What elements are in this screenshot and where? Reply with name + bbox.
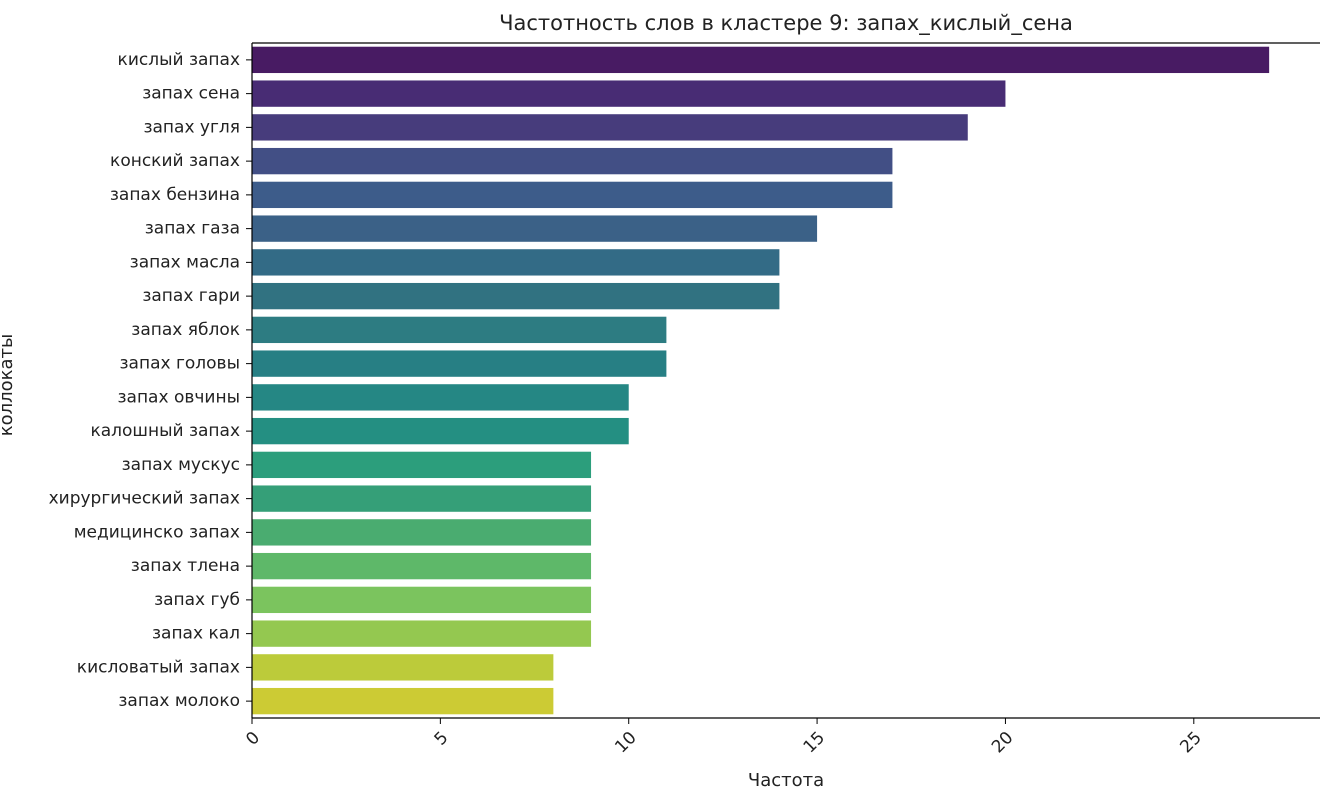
y-tick-label: запах головы [120,354,241,374]
bar [252,316,667,344]
bar [252,451,592,479]
y-tick-label: запах мускус [122,455,240,475]
x-tick-label: 5 [431,728,453,750]
bar [252,249,780,276]
y-tick-label: запах губ [154,590,240,610]
x-tick-label: 25 [1176,728,1205,757]
y-tick-label: запах масла [130,252,240,272]
y-tick-label: запах кал [152,624,240,644]
chart-title: Частотность слов в кластере 9: запах_кис… [499,11,1073,36]
bar [252,586,592,614]
y-tick-label: медицинско запах [74,522,240,542]
y-axis-title: коллокаты [0,334,17,437]
y-tick-label: запах сена [142,84,240,104]
y-tick-label: калошный запах [90,421,240,441]
bar [252,687,554,715]
bar [252,215,818,242]
bar [252,46,1270,74]
y-tick-label: запах гари [142,286,240,306]
plot-frame [251,42,1320,719]
y-tick-label: запах тлена [131,556,240,576]
y-tick-label: запах бензина [110,185,240,205]
bars [252,46,1270,715]
y-tick-label: конский запах [110,151,240,171]
bar [252,417,629,445]
bar [252,147,893,175]
bar [252,620,592,647]
x-tick-label: 0 [242,728,264,750]
y-tick-label: кисловатый запах [77,657,240,677]
y-tick-label: запах газа [145,219,240,239]
bar [252,552,592,580]
y-tick-label: запах яблок [131,320,240,340]
bar [252,485,592,512]
x-axis-title: Частота [748,770,824,791]
y-tick-label: кислый запах [118,50,240,70]
x-tick-label: 15 [800,728,829,757]
x-axis: 0 5 10 15 20 25 [242,718,1206,757]
bar [252,181,893,209]
x-tick-label: 10 [611,728,640,757]
y-tick-label: запах угля [143,117,240,137]
bar [252,114,968,141]
x-tick-label: 20 [988,728,1017,757]
bar [252,350,667,377]
y-tick-label: запах молоко [118,691,240,711]
bar [252,80,1006,107]
y-axis: кислый запах запах сена запах угля конский … [49,50,252,711]
bar [252,519,592,546]
bar [252,282,780,310]
y-tick-label: хирургический запах [49,489,240,509]
bar [252,654,554,681]
y-tick-label: запах овчины [117,387,240,407]
bar [252,384,629,411]
